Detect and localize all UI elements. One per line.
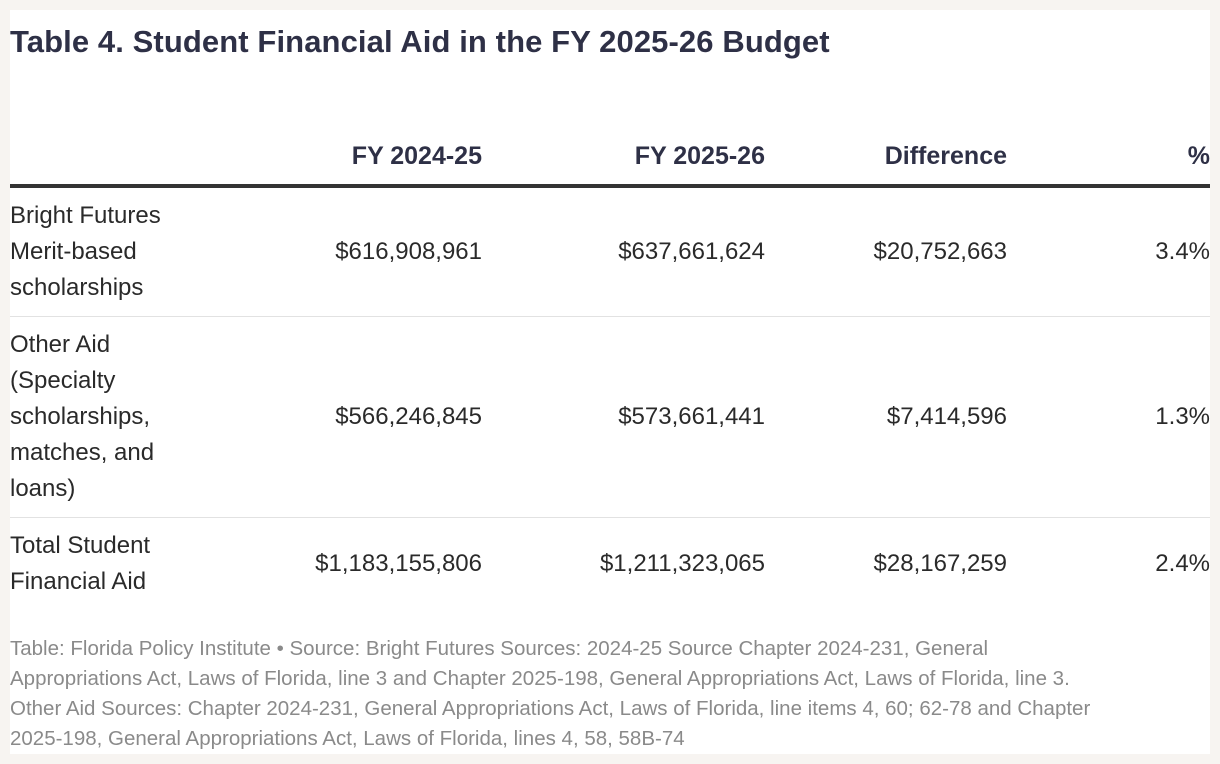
row-label-line: scholarships, [10,403,151,430]
financial-aid-table: FY 2024-25 FY 2025-26 Difference % Brigh… [10,128,1210,610]
table-row-other-aid: Other Aid (Specialty scholarships, match… [10,316,1210,518]
table-title: Table 4. Student Financial Aid in the FY… [10,24,830,59]
cell-percent: 1.3% [1007,316,1210,518]
row-label: Other Aid (Specialty scholarships, match… [10,316,200,518]
cell-fy2024-25: $616,908,961 [200,186,482,317]
cell-difference: $20,752,663 [765,186,1007,317]
cell-fy2024-25: $1,183,155,806 [315,550,482,577]
header-cell-difference: Difference [765,128,1007,188]
cell-fy2025-26: $1,211,323,065 [599,550,765,577]
table-row-total: Total Student Financial Aid $1,183,155,8… [10,518,1210,611]
header-row: FY 2024-25 FY 2025-26 Difference % [10,128,1210,188]
cell-fy2025-26: $573,661,441 [482,316,765,518]
footnote-line: Other Aid Sources: Chapter 2024-231, Gen… [10,697,1091,720]
cell-fy2025-26: $637,661,624 [482,186,765,317]
source-footnote: Table: Florida Policy Institute • Source… [10,634,1210,754]
row-label-line: Financial Aid [10,568,147,595]
header-cell-percent: % [1007,128,1210,188]
cell-percent: 2.4% [1155,550,1210,577]
row-label-line: scholarships [10,274,144,301]
table-card: Table 4. Student Financial Aid in the FY… [10,10,1210,754]
cell-fy2024-25: $566,246,845 [200,316,482,518]
table-row-bright-futures: Bright Futures Merit-based scholarships … [10,186,1210,317]
row-label: Total Student Financial Aid [10,518,200,611]
footnote-line: Table: Florida Policy Institute • Source… [10,637,989,660]
cell-percent: 3.4% [1007,186,1210,317]
cell-difference: $28,167,259 [873,550,1007,577]
row-label-line: Total Student [10,532,151,559]
cell-difference: $7,414,596 [765,316,1007,518]
row-label-line: matches, and [10,439,155,466]
header-cell-label [10,128,200,188]
footnote-line: Appropriations Act, Laws of Florida, lin… [10,667,1070,690]
row-label-line: Merit-based [10,238,137,265]
row-label-line: Bright Futures [10,202,161,229]
header-cell-fy2024-25: FY 2024-25 [200,128,482,188]
row-label-line: loans) [10,475,76,502]
row-label: Bright Futures Merit-based scholarships [10,186,200,317]
footnote-line: 2025-198, General Appropriations Act, La… [10,727,685,750]
row-label-line: Other Aid [10,331,111,358]
header-cell-fy2025-26: FY 2025-26 [482,128,765,188]
row-label-line: (Specialty [10,367,116,394]
